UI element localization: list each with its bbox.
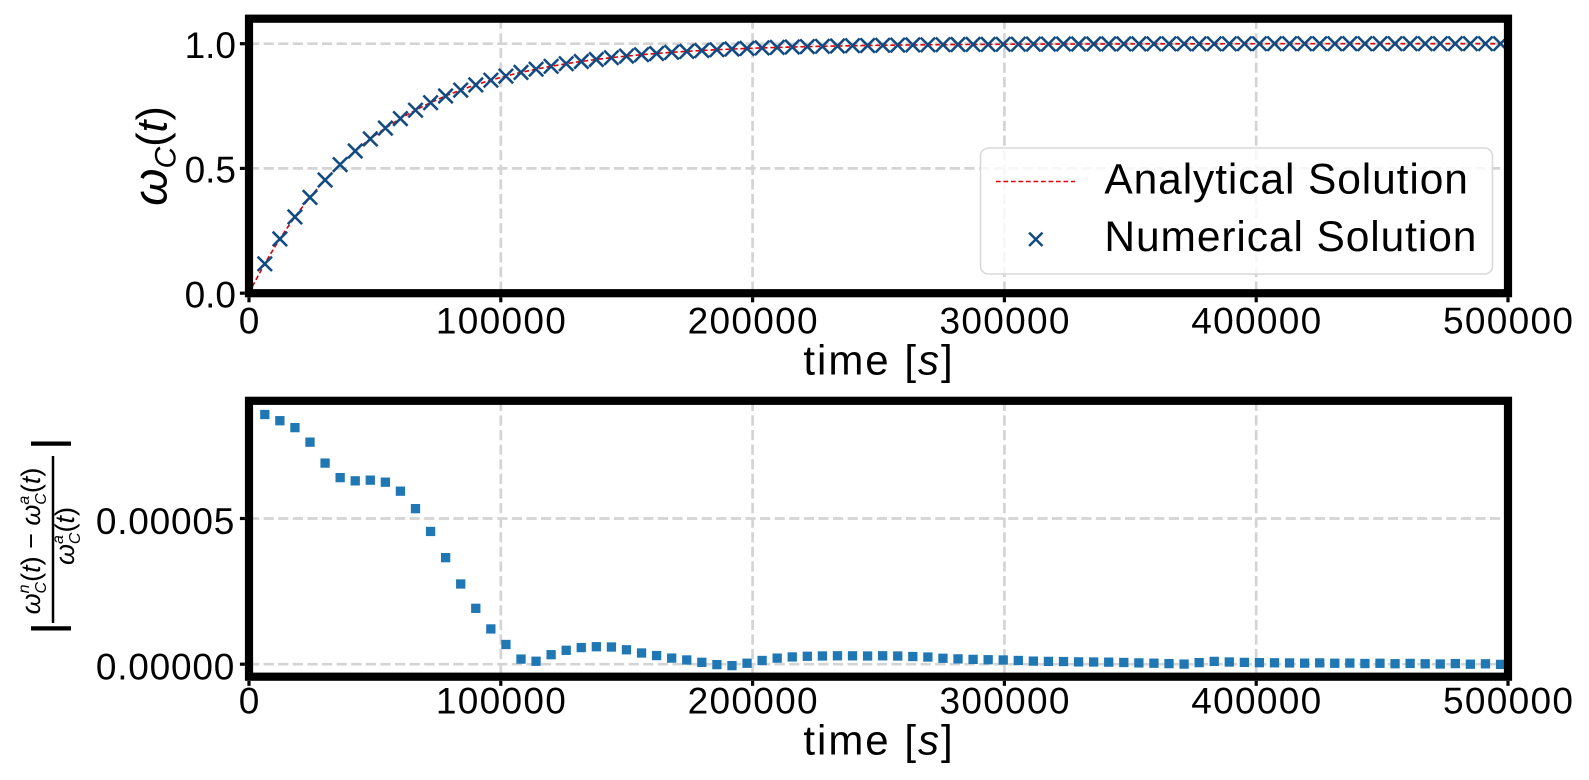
svg-text:400000: 400000 [1191,301,1322,342]
svg-text:200000: 200000 [688,301,819,342]
svg-text:500000: 500000 [1443,301,1574,342]
svg-text:0.5: 0.5 [185,150,236,191]
svg-text:time [s]: time [s] [803,336,954,383]
svg-text:300000: 300000 [939,680,1070,721]
svg-text:ωnC(t) − ωaC(t): ωnC(t) − ωaC(t) [16,468,50,615]
svg-text:300000: 300000 [939,301,1070,342]
svg-text:ωC(t): ωC(t) [125,106,183,206]
svg-text:100000: 100000 [436,680,567,721]
svg-text:0.00000: 0.00000 [96,647,235,688]
svg-text:100000: 100000 [436,301,567,342]
svg-text:Analytical Solution: Analytical Solution [1104,156,1468,203]
svg-text:200000: 200000 [688,680,819,721]
svg-text:ωaC(t): ωaC(t) [50,507,84,565]
svg-text:0: 0 [239,680,260,721]
svg-text:1.0: 1.0 [185,25,236,66]
svg-text:400000: 400000 [1191,680,1322,721]
svg-text:Numerical Solution: Numerical Solution [1104,214,1477,261]
svg-text:500000: 500000 [1443,680,1574,721]
svg-text:0: 0 [239,301,260,342]
svg-text:0.0: 0.0 [185,274,236,315]
svg-text:time [s]: time [s] [803,717,954,764]
svg-text:0.00005: 0.00005 [96,501,235,542]
